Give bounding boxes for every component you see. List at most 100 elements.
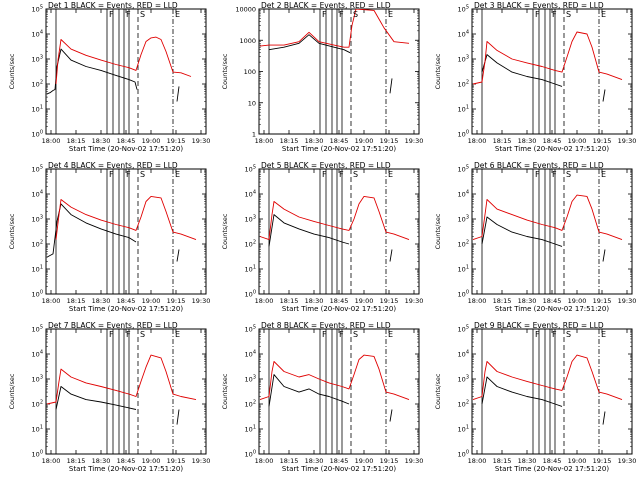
x-tick-label: 18:00: [468, 457, 487, 465]
time-marker-label: F: [339, 330, 344, 339]
time-marker-label: F: [126, 10, 131, 19]
series-line-tail: [176, 86, 180, 102]
y-tick-label: 102: [458, 80, 469, 89]
time-marker-label: F: [322, 170, 327, 179]
y-axis-label: Counts/sec: [221, 53, 229, 89]
y-tick-label: 103: [458, 215, 469, 224]
y-tick-label: 1000: [239, 37, 256, 45]
y-tick-label: 101: [32, 425, 43, 434]
time-marker-label: S: [566, 10, 571, 19]
y-tick-label: 100: [32, 450, 43, 459]
y-axis-label: Counts/sec: [221, 213, 229, 249]
x-tick-label: 19:15: [167, 457, 186, 465]
x-tick-label: 18:30: [518, 457, 537, 465]
y-axis-label: Counts/sec: [434, 53, 442, 89]
y-axis-label: Counts/sec: [434, 373, 442, 409]
x-tick-label: 19:00: [142, 457, 161, 465]
series-line-lld: [472, 194, 623, 241]
y-tick-label: 102: [245, 400, 256, 409]
detector-panel: Det 6 BLACK = Events, RED = LLD 100 101 102…: [434, 161, 636, 313]
x-tick-label: 19:15: [167, 297, 186, 305]
y-tick-label: 101: [32, 105, 43, 114]
plot-area: [259, 329, 410, 454]
y-tick-label: 105: [458, 165, 469, 174]
x-tick-label: 19:30: [192, 137, 211, 145]
plot-frame: [45, 168, 207, 295]
plot-frame: [258, 328, 420, 455]
x-tick-label: 18:30: [518, 297, 537, 305]
x-tick-label: 18:15: [67, 137, 86, 145]
y-tick-label: 102: [32, 240, 43, 249]
detector-panel: Det 1 BLACK = Events, RED = LLD 100 101 102…: [8, 1, 210, 153]
time-marker-label: F: [552, 330, 557, 339]
x-tick-label: 19:00: [568, 137, 587, 145]
y-tick-label: 101: [458, 105, 469, 114]
x-tick-label: 19:00: [355, 457, 374, 465]
plot-frame: [258, 168, 420, 295]
series-line-events: [46, 48, 138, 95]
plot-area: [472, 169, 623, 294]
time-marker-label: F: [322, 10, 327, 19]
series-line-tail: [602, 89, 606, 102]
panel-title: Det 1 BLACK = Events, RED = LLD: [48, 1, 178, 10]
panel-title: Det 9 BLACK = Events, RED = LLD: [474, 321, 604, 330]
x-tick-label: 18:15: [280, 297, 299, 305]
y-axis-label: Counts/sec: [8, 373, 16, 409]
time-marker-label: F: [535, 330, 540, 339]
time-marker-label: F: [109, 10, 114, 19]
series-line-tail: [389, 249, 393, 262]
y-tick-label: 100: [458, 450, 469, 459]
x-axis-label: Start Time (20-Nov-02 17:51:20): [282, 465, 396, 473]
time-marker-label: E: [175, 330, 180, 339]
time-marker-label: E: [388, 330, 393, 339]
series-line-tail: [176, 409, 180, 425]
y-tick-label: 105: [32, 165, 43, 174]
x-tick-label: 18:30: [305, 457, 324, 465]
detector-panel: Det 8 BLACK = Events, RED = LLD 100 101 102…: [221, 321, 423, 473]
x-tick-label: 19:15: [380, 137, 399, 145]
x-tick-label: 19:15: [593, 137, 612, 145]
x-tick-label: 18:15: [67, 297, 86, 305]
x-tick-label: 18:45: [543, 457, 562, 465]
detector-panel: Det 3 BLACK = Events, RED = LLD 100 101 102…: [434, 1, 636, 153]
panel-title: Det 4 BLACK = Events, RED = LLD: [48, 161, 178, 170]
series-line-events: [481, 376, 563, 407]
x-tick-label: 19:15: [380, 457, 399, 465]
panel-title: Det 6 BLACK = Events, RED = LLD: [474, 161, 604, 170]
plot-frame: [258, 8, 420, 135]
y-tick-label: 102: [458, 400, 469, 409]
x-tick-label: 18:15: [493, 137, 512, 145]
plot-frame: [471, 168, 633, 295]
y-tick-label: 105: [32, 5, 43, 14]
x-axis-label: Start Time (20-Nov-02 17:51:20): [69, 305, 183, 313]
x-tick-label: 18:15: [67, 457, 86, 465]
x-tick-label: 19:30: [405, 457, 424, 465]
time-marker-label: E: [601, 330, 606, 339]
x-axis-label: Start Time (20-Nov-02 17:51:20): [495, 305, 609, 313]
plot-frame: [45, 328, 207, 455]
y-tick-label: 1: [252, 131, 256, 139]
plot-area: [259, 169, 410, 294]
time-marker-label: S: [353, 10, 358, 19]
x-tick-label: 18:45: [117, 297, 136, 305]
x-tick-label: 19:00: [355, 137, 374, 145]
x-tick-label: 18:00: [468, 137, 487, 145]
y-tick-label: 103: [245, 375, 256, 384]
time-marker-label: F: [109, 170, 114, 179]
x-tick-label: 19:30: [405, 297, 424, 305]
time-marker-label: F: [126, 330, 131, 339]
y-tick-label: 103: [32, 55, 43, 64]
x-tick-label: 19:15: [593, 457, 612, 465]
y-tick-label: 105: [458, 325, 469, 334]
time-marker-label: F: [322, 330, 327, 339]
series-line-events: [268, 374, 350, 407]
time-marker-label: E: [175, 10, 180, 19]
y-tick-label: 103: [32, 215, 43, 224]
x-tick-label: 19:30: [618, 297, 637, 305]
y-tick-label: 100: [458, 130, 469, 139]
plot-area: [472, 9, 623, 134]
y-tick-label: 104: [245, 350, 256, 359]
x-tick-label: 18:45: [543, 297, 562, 305]
